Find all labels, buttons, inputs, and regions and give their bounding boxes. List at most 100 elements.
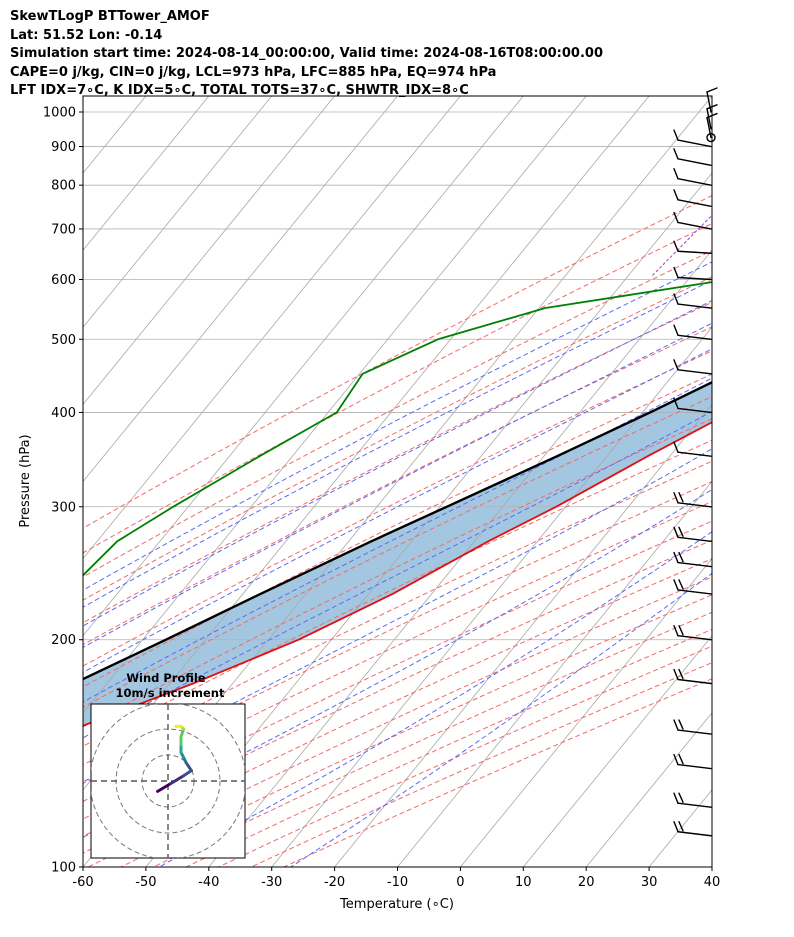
wind-barb-staff	[677, 199, 712, 208]
x-tick-label: 10	[515, 875, 532, 890]
wind-barb-staff	[677, 561, 712, 568]
dry-adiabat	[83, 301, 712, 624]
wind-barb	[706, 104, 718, 130]
mixing-ratio-line	[651, 214, 712, 277]
wind-barb-flag	[673, 792, 679, 804]
wind-barb-flag	[678, 792, 684, 803]
wind-barb-flag	[673, 719, 679, 731]
wind-barb	[673, 526, 712, 543]
isotherm-line	[83, 96, 335, 406]
isotherm-line	[83, 96, 461, 560]
wind-barb-flag	[673, 625, 679, 637]
chart-header: SkewTLogP BTTower_AMOF Lat: 51.52 Lon: -…	[10, 8, 603, 101]
parcel-line	[83, 380, 712, 681]
dry-adiabat	[83, 195, 712, 529]
wind-barb	[673, 821, 712, 837]
isotherm-line	[585, 712, 712, 867]
wind-barb-staff	[677, 451, 712, 457]
wind-barb-staff	[677, 334, 712, 340]
x-tick-label: -60	[72, 875, 93, 890]
isotherm-line	[145, 172, 712, 867]
wind-barb	[673, 668, 712, 685]
wind-barb	[673, 266, 712, 281]
wind-barb-flag	[673, 441, 679, 453]
wind-barb-flag	[678, 579, 684, 590]
hodograph-trace	[184, 761, 193, 773]
isotherm-line	[334, 403, 712, 867]
wind-barb-staff	[677, 369, 712, 375]
y-tick-label: 900	[51, 140, 76, 155]
moist-adiabat	[83, 488, 712, 838]
isotherm-line	[208, 249, 712, 867]
wind-barb-staff	[706, 108, 712, 130]
wind-barb	[673, 792, 712, 808]
wind-barb-flag	[673, 168, 679, 180]
cape-line: CAPE=0 j/kg, CIN=0 j/kg, LCL=973 hPa, LF…	[10, 64, 497, 80]
y-axis-label: Pressure (hPa)	[18, 434, 33, 527]
wind-barb	[673, 625, 712, 641]
isotherm-line	[271, 326, 712, 867]
chart-title: SkewTLogP BTTower_AMOF	[10, 9, 210, 24]
isotherm-line	[83, 96, 524, 637]
location-line: Lat: 51.52 Lon: -0.14	[10, 27, 163, 43]
wind-barb-flag	[678, 492, 684, 503]
dry-adiabat	[83, 539, 712, 837]
x-tick-label: -30	[261, 875, 282, 890]
wind-barb-staff	[677, 729, 712, 735]
isotherm-line	[522, 635, 712, 867]
wind-barb	[673, 441, 712, 457]
moist-adiabat	[83, 348, 712, 674]
wind-barb	[673, 579, 712, 595]
wind-barb-flag	[673, 129, 679, 141]
wind-barb-flag	[673, 324, 679, 336]
wind-barb-flag	[678, 625, 684, 636]
wind-barb	[673, 753, 712, 770]
wind-barb-staff	[677, 250, 712, 254]
y-tick-label: 400	[51, 406, 76, 421]
wind-barb-staff	[677, 589, 712, 595]
wind-barb	[673, 168, 712, 186]
wind-barb-flag	[673, 821, 679, 833]
wind-barb	[673, 240, 712, 254]
wind-barb-staff	[677, 635, 712, 641]
isotherm-line	[711, 866, 712, 867]
wind-barb-flag	[673, 668, 679, 681]
wind-barb-staff	[677, 678, 712, 685]
wind-barb-flag	[673, 211, 679, 224]
wind-barb-flag	[706, 104, 718, 110]
hodograph-plot	[91, 704, 245, 858]
wind-barb	[673, 492, 712, 508]
wind-barb-staff	[677, 407, 712, 414]
dry-adiabat	[83, 250, 712, 578]
wind-barb-staff	[677, 303, 712, 309]
x-axis-label: Temperature (∘C)	[339, 897, 454, 912]
dewpoint-line	[83, 281, 712, 577]
wind-barb-flag	[678, 551, 684, 563]
dry-adiabat	[83, 223, 712, 554]
wind-barb-flag	[678, 753, 684, 765]
isotherm-line	[83, 96, 210, 251]
dry-adiabat	[83, 276, 712, 601]
wind-barb-flag	[673, 526, 679, 539]
x-tick-label: 20	[578, 875, 595, 890]
wind-barb-staff	[677, 831, 712, 837]
wind-barb-staff	[677, 276, 712, 281]
wind-barb	[673, 551, 712, 568]
moist-adiabat	[83, 377, 712, 703]
wind-barb-staff	[677, 502, 712, 508]
wind-barb	[673, 293, 712, 309]
wind-barb-flag	[673, 359, 679, 371]
wind-barb-flag	[673, 753, 679, 766]
wind-barb	[706, 112, 718, 143]
wind-barb	[673, 324, 712, 340]
wind-barb	[673, 148, 712, 166]
wind-barb	[673, 719, 712, 735]
y-tick-label: 700	[51, 222, 76, 237]
y-tick-label: 300	[51, 500, 76, 515]
x-tick-label: 0	[456, 875, 464, 890]
y-tick-label: 100	[51, 861, 76, 876]
hodograph-title: Wind Profile	[126, 671, 206, 685]
isotherm-line	[648, 789, 712, 867]
wind-barb-staff	[677, 536, 712, 543]
isotherm-line	[83, 96, 273, 328]
